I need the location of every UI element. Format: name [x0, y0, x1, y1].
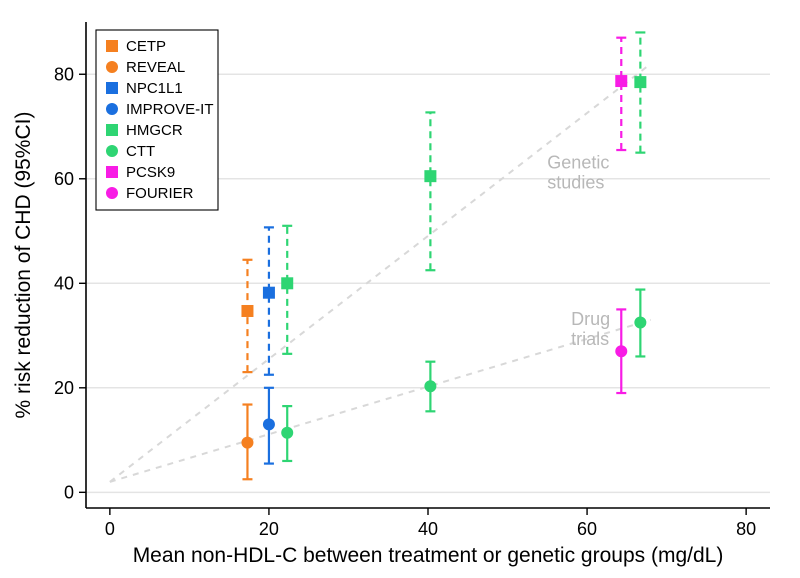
- x-tick-label: 60: [577, 519, 597, 539]
- legend-marker-cetp: [106, 40, 118, 52]
- legend-marker-npc1l1: [106, 82, 118, 94]
- y-tick-label: 40: [54, 273, 74, 293]
- legend-marker-pcsk9: [106, 166, 118, 178]
- svg-text:trials: trials: [571, 329, 609, 349]
- x-tick-label: 0: [105, 519, 115, 539]
- risk-reduction-chart: Geneticstudies Drugtrials 0 20 40 60 80 Mean no…: [0, 0, 800, 578]
- x-axis-label: Mean non-HDL-C between treatment or gene…: [133, 544, 724, 567]
- svg-text:Drug: Drug: [571, 309, 610, 329]
- legend-label-improve: IMPROVE-IT: [126, 101, 214, 118]
- legend-marker-hmgcr: [106, 124, 118, 136]
- legend-label-fourier: FOURIER: [126, 185, 194, 202]
- y-tick-label: 60: [54, 169, 74, 189]
- legend-label-hmgcr: HMGCR: [126, 122, 183, 139]
- svg-text:Genetic: Genetic: [547, 152, 609, 172]
- x-tick-label: 80: [736, 519, 756, 539]
- legend-marker-ctt: [106, 145, 118, 157]
- x-tick-label: 40: [418, 519, 438, 539]
- legend: CETP REVEAL NPC1L1 IMPROVE-IT HMGCR CTT PCSK9 F…: [96, 30, 218, 210]
- legend-label-pcsk9: PCSK9: [126, 164, 175, 181]
- genetic-annot: Geneticstudies: [547, 152, 609, 192]
- legend-marker-fourier: [106, 187, 118, 199]
- y-tick-label: 20: [54, 378, 74, 398]
- svg-text:studies: studies: [547, 172, 604, 192]
- y-tick-label: 80: [54, 64, 74, 84]
- legend-label-npc1l1: NPC1L1: [126, 80, 183, 97]
- legend-label-cetp: CETP: [126, 38, 166, 55]
- trials-annot: Drugtrials: [571, 309, 610, 349]
- legend-label-reveal: REVEAL: [126, 59, 185, 76]
- y-tick-label: 0: [64, 482, 74, 502]
- legend-marker-improve: [106, 103, 118, 115]
- y-axis-label: % risk reduction of CHD (95%CI): [12, 112, 35, 419]
- x-tick-label: 20: [259, 519, 279, 539]
- legend-label-ctt: CTT: [126, 143, 155, 160]
- legend-marker-reveal: [106, 61, 118, 73]
